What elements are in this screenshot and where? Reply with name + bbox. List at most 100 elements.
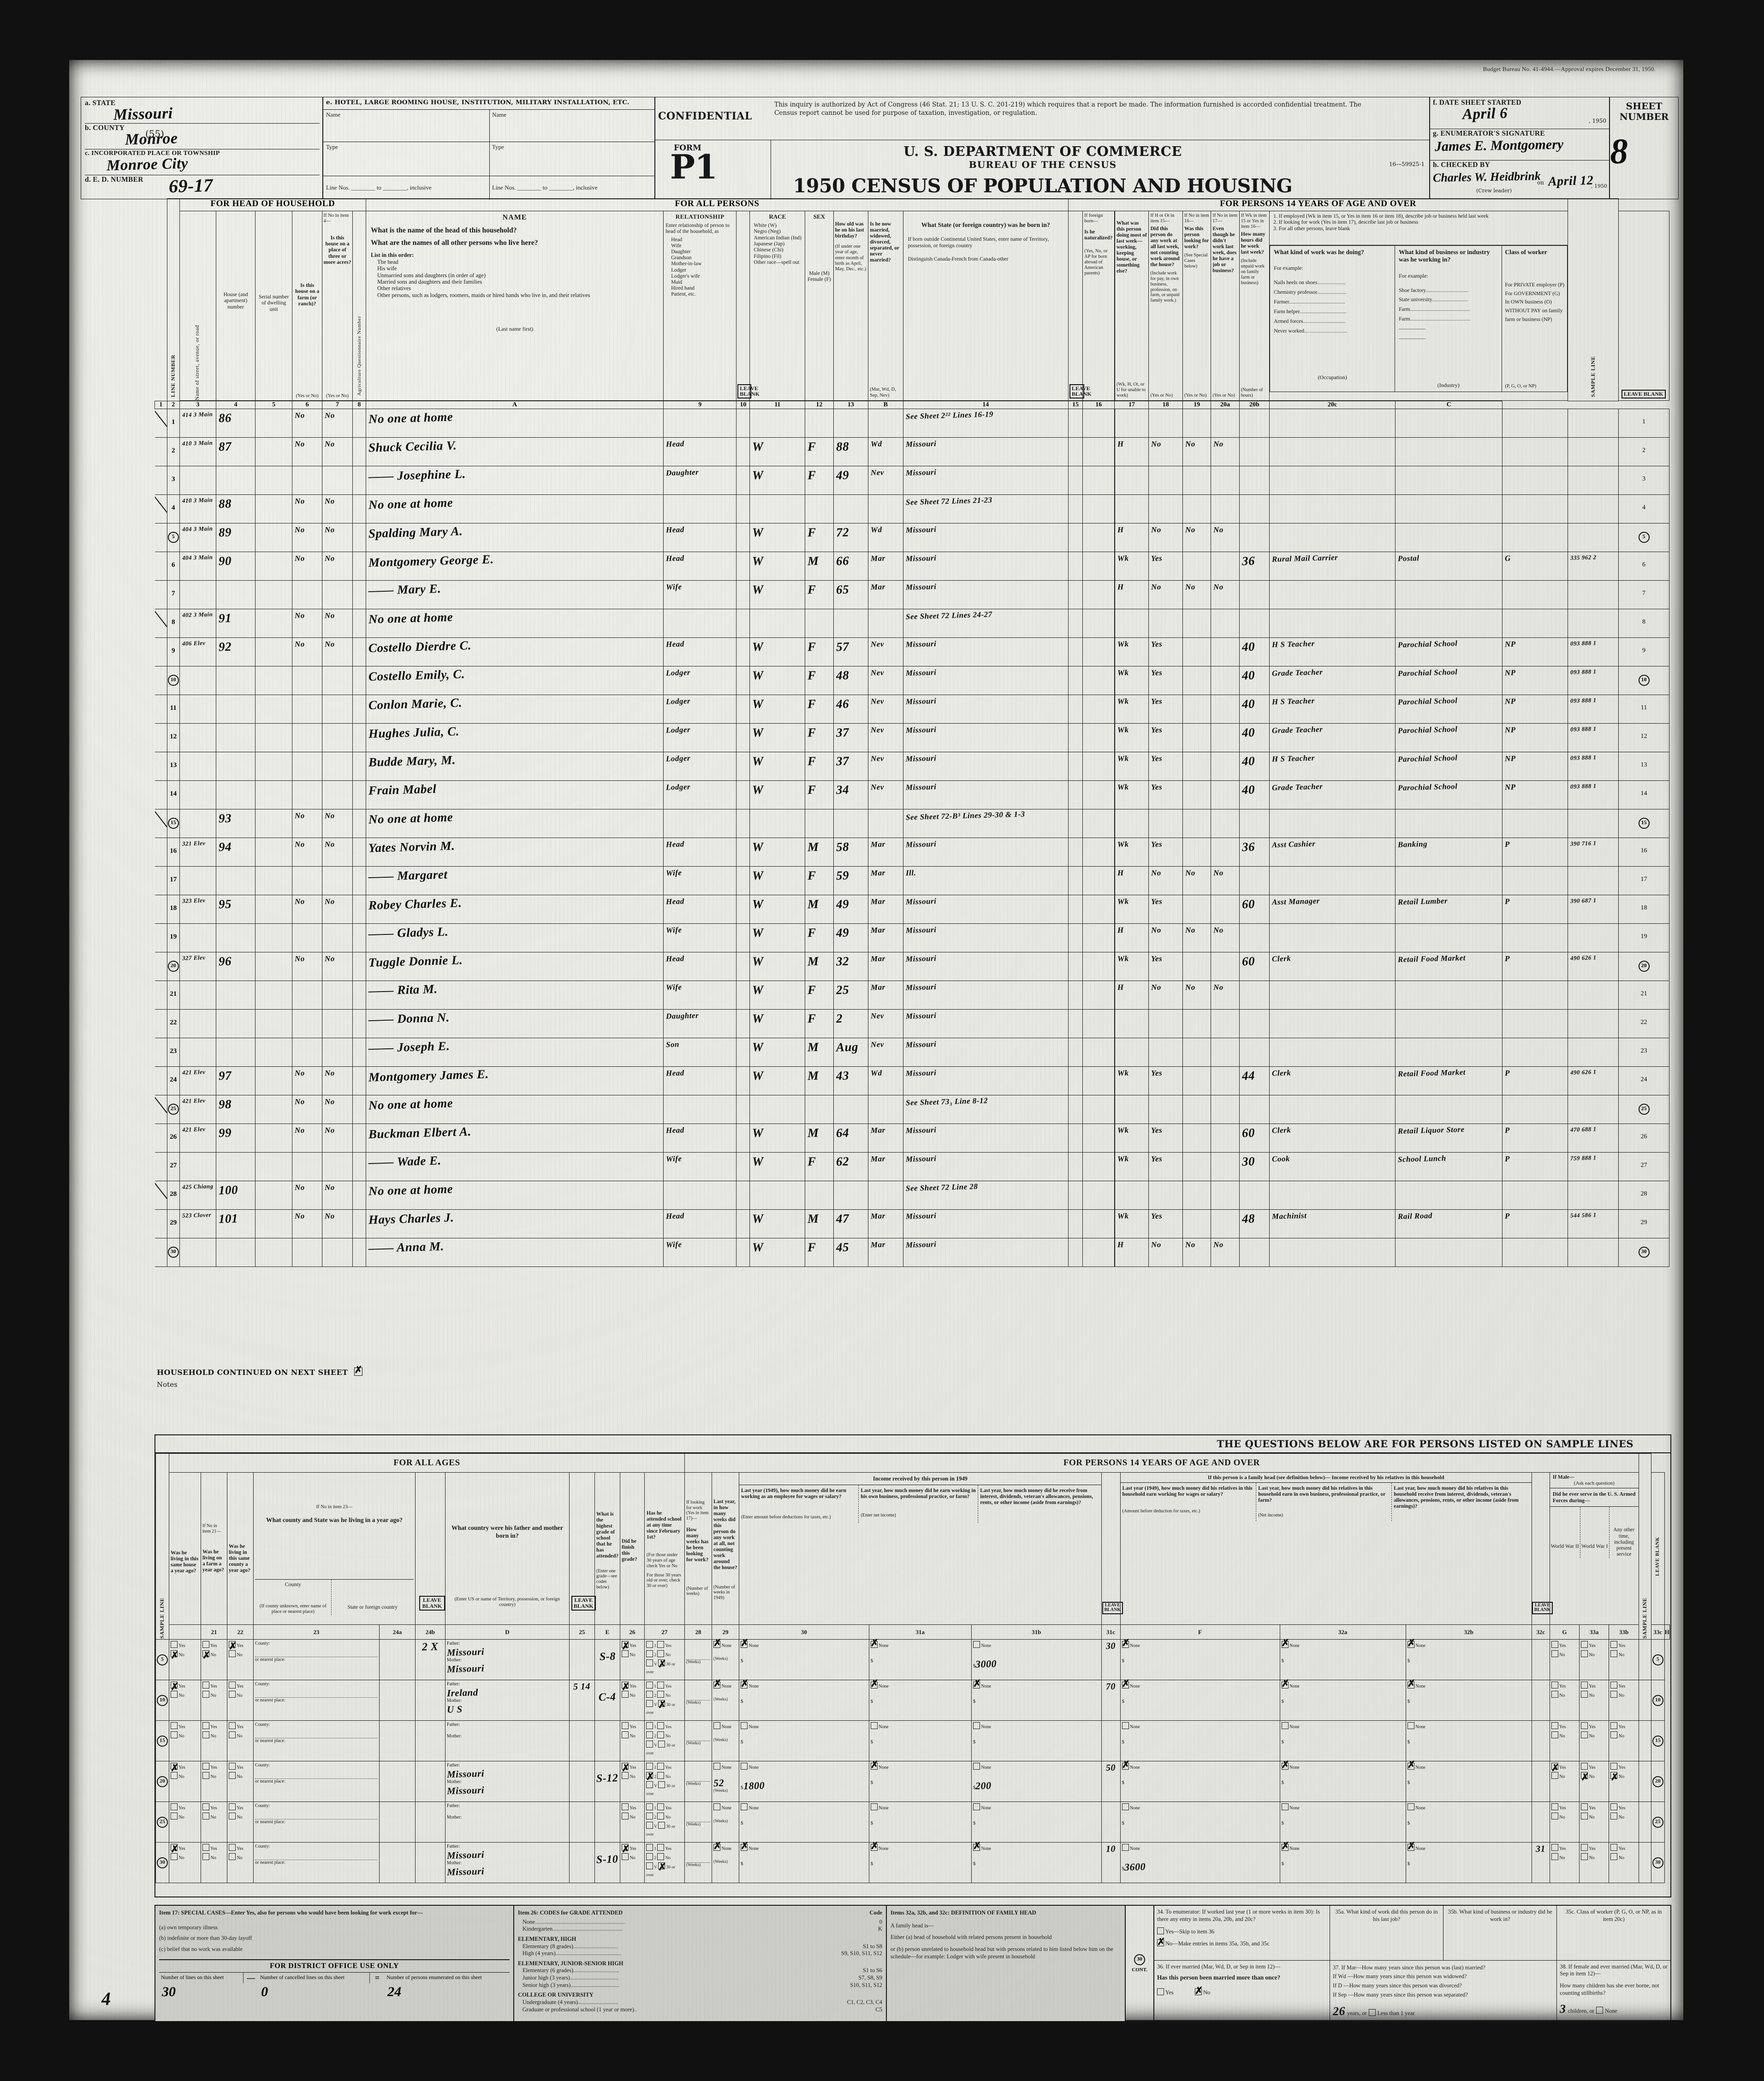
q23-cell[interactable]: Yes No xyxy=(227,1842,254,1883)
state-cell[interactable] xyxy=(379,1639,416,1680)
rel32a-cell[interactable]: None$ xyxy=(1120,1759,1280,1802)
leaveblank-E-cell[interactable] xyxy=(569,1639,595,1680)
q22-cell[interactable]: Yes No xyxy=(201,1680,227,1721)
other-service-cell[interactable]: Yes No xyxy=(1609,1639,1639,1680)
inc31b-cell[interactable]: None$ xyxy=(868,1637,972,1680)
table-row[interactable]: 9 406 Elev 92 No No Costello Dierdre C. Head W… xyxy=(154,637,1669,666)
table-row[interactable]: 11 Conlon Marie, C. Lodger W F 46 Nev Missouri… xyxy=(154,695,1669,724)
rel32a-cell[interactable]: None$ xyxy=(1120,1637,1280,1680)
rel32a-cell[interactable]: None$ xyxy=(1120,1802,1280,1843)
county-cell[interactable]: County: or nearest place: xyxy=(253,1842,380,1883)
county-cell[interactable]: County: or nearest place: xyxy=(253,1761,380,1802)
table-row[interactable]: 28 425 Chiang 100 No No No one at home See She… xyxy=(154,1181,1669,1210)
item38-children-value[interactable]: 3 xyxy=(1559,2002,1567,2016)
q21-cell[interactable]: Yes No xyxy=(169,1802,201,1843)
q22-cell[interactable]: Yes No xyxy=(201,1802,227,1843)
state-cell[interactable] xyxy=(379,1802,416,1843)
leaveblank-D-cell[interactable] xyxy=(415,1680,445,1721)
inc31b-cell[interactable]: None$ xyxy=(868,1720,972,1761)
parents-cell[interactable]: Father: Mother: xyxy=(445,1802,570,1843)
other-service-cell[interactable]: Yes No xyxy=(1609,1761,1639,1802)
other-service-cell[interactable]: Yes No xyxy=(1609,1720,1639,1761)
table-row[interactable]: 13 Budde Mary, M. Lodger W F 37 Nev Missouri Wk… xyxy=(154,752,1669,781)
table-row[interactable]: 25 421 Elev 98 No No No one at home See Sheet … xyxy=(154,1095,1669,1124)
leaveblank-E-cell[interactable] xyxy=(569,1761,595,1802)
leaveblank-H-cell[interactable] xyxy=(1638,1720,1651,1761)
table-row[interactable]: 20 327 Elev 96 No No Tuggle Donnie L. Head W M 3… xyxy=(154,952,1669,981)
leaveblank-F-cell[interactable]: 30 xyxy=(1101,1639,1121,1680)
ww1-cell[interactable]: Yes No xyxy=(1579,1639,1610,1680)
q23-cell[interactable]: Yes No xyxy=(227,1637,254,1680)
table-row[interactable]: 30 —— Anna M. Wife W F 45 Mar Missouri H No No No 3… xyxy=(154,1238,1669,1267)
rel32c-cell[interactable]: None$ xyxy=(1405,1637,1532,1680)
county-cell[interactable]: County: or nearest place: xyxy=(253,1639,380,1680)
q23-cell[interactable]: Yes No xyxy=(227,1680,254,1721)
q23-cell[interactable]: Yes No xyxy=(227,1720,254,1761)
attended-cell[interactable]: 1 Yes 2 No V 30 or over xyxy=(644,1680,685,1721)
weeks29-cell[interactable]: (Weeks) xyxy=(684,1639,713,1680)
weeks29-cell[interactable]: (Weeks) xyxy=(684,1720,713,1761)
table-row[interactable]: 10 Costello Emily, C. Lodger W F 48 Nev Missou… xyxy=(154,666,1669,695)
leaveblank-E-cell[interactable] xyxy=(569,1720,595,1761)
parents-cell[interactable]: Father: Missouri Mother: Missouri xyxy=(445,1842,570,1883)
q21-cell[interactable]: Yes No xyxy=(169,1720,201,1761)
leaveblank-D-cell[interactable] xyxy=(415,1761,445,1802)
other-service-cell[interactable]: Yes No xyxy=(1609,1802,1639,1843)
attended-cell[interactable]: 1 Yes 2 No V 30 or over xyxy=(644,1842,685,1883)
rel32b-cell[interactable]: None$ xyxy=(1279,1759,1406,1802)
weeks30-cell[interactable]: None(Weeks) xyxy=(712,1637,740,1680)
table-row[interactable]: 12 Hughes Julia, C. Lodger W F 37 Nev Missouri… xyxy=(154,723,1669,752)
attended-cell[interactable]: 1 Yes 2 No V 30 or over xyxy=(644,1761,685,1802)
rel32a-cell[interactable]: None $3600 xyxy=(1120,1842,1280,1883)
inc31a-cell[interactable]: None$ xyxy=(739,1840,869,1883)
checked-date[interactable]: April 12 xyxy=(1548,173,1594,189)
leaveblank-D-cell[interactable]: 2 X xyxy=(415,1639,445,1680)
ww1-cell[interactable]: Yes No xyxy=(1579,1680,1610,1721)
rel32b-cell[interactable]: None$ xyxy=(1279,1802,1406,1843)
table-row[interactable]: 2 410 3 Main 87 No No Shuck Cecilia V. Head W F… xyxy=(154,437,1669,466)
attended-cell[interactable]: 1 Yes 2 No V 30 or over xyxy=(644,1720,685,1761)
leaveblank-D-cell[interactable] xyxy=(415,1720,445,1761)
table-row[interactable]: 24 421 Elev 97 No No Montgomery James E. Head… xyxy=(154,1066,1669,1095)
ww2-cell[interactable]: Yes No xyxy=(1549,1639,1580,1680)
inc31a-cell[interactable]: None$ xyxy=(739,1802,869,1843)
date-started-value[interactable]: April 6 xyxy=(1462,105,1508,123)
district-col-value[interactable]: 30 xyxy=(162,1984,176,2000)
state-cell[interactable] xyxy=(379,1720,416,1761)
ww1-cell[interactable]: Yes No xyxy=(1579,1802,1610,1843)
finish-cell[interactable]: Yes No xyxy=(620,1802,645,1843)
finish-cell[interactable]: Yes No xyxy=(620,1678,645,1721)
table-row[interactable]: 5 404 3 Main 89 No No Spalding Mary A. Head W F… xyxy=(154,523,1669,552)
leaveblank-G-cell[interactable] xyxy=(1531,1639,1550,1680)
county-cell[interactable]: County: or nearest place: xyxy=(253,1680,380,1721)
inc31a-cell[interactable]: None$ xyxy=(739,1720,869,1761)
grade-cell[interactable] xyxy=(594,1720,621,1761)
leaveblank-D-cell[interactable] xyxy=(415,1842,445,1883)
leaveblank-G-cell[interactable] xyxy=(1531,1720,1550,1761)
ww2-cell[interactable]: Yes No xyxy=(1549,1842,1580,1883)
enumerator-signature[interactable]: James E. Montgomery xyxy=(1434,137,1564,155)
weeks30-cell[interactable]: None(Weeks) xyxy=(712,1840,740,1883)
inc31c-cell[interactable]: None$ xyxy=(971,1840,1102,1883)
q21-cell[interactable]: Yes No xyxy=(169,1678,201,1721)
table-row[interactable]: 27 —— Wade E. Wife W F 62 Mar Missouri Wk Yes 30 C… xyxy=(154,1152,1669,1181)
district-col-value[interactable]: 0 xyxy=(261,1984,268,2000)
ww1-cell[interactable]: Yes No xyxy=(1579,1720,1610,1761)
rel32b-cell[interactable]: None$ xyxy=(1279,1637,1406,1680)
attended-cell[interactable]: 1 Yes 2 No V 30 or over xyxy=(644,1802,685,1843)
ww2-cell[interactable]: Yes No xyxy=(1549,1680,1580,1721)
item36-no-checkbox[interactable] xyxy=(1194,1985,1203,1997)
leaveblank-H-cell[interactable] xyxy=(1638,1761,1651,1802)
weeks29-cell[interactable]: (Weeks) xyxy=(684,1842,713,1883)
leaveblank-E-cell[interactable] xyxy=(569,1842,595,1883)
inc31a-cell[interactable]: None $1800 xyxy=(739,1761,869,1802)
item37-years-value[interactable]: 26 xyxy=(1332,2004,1346,2018)
county-value[interactable]: Monroe xyxy=(125,130,178,149)
leaveblank-H-cell[interactable] xyxy=(1638,1842,1651,1883)
table-row[interactable]: 19 —— Gladys L. Wife W F 49 Mar Missouri H No No N… xyxy=(154,923,1669,952)
leaveblank-F-cell[interactable]: 70 xyxy=(1101,1680,1121,1721)
leaveblank-F-cell[interactable] xyxy=(1101,1720,1121,1761)
